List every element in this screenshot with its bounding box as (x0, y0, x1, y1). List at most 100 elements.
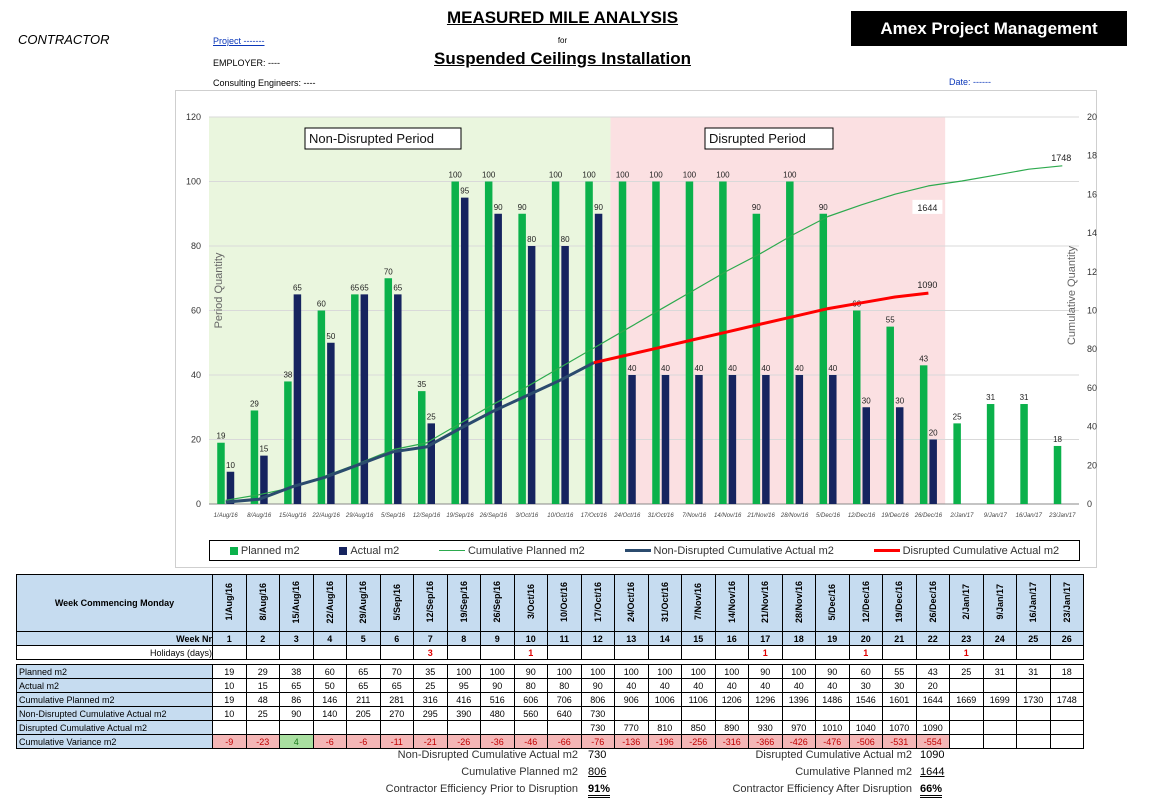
table-cell: 390 (446, 706, 481, 721)
table-cell: -136 (614, 734, 649, 749)
data-label-actual: 20 (929, 429, 938, 438)
table-cell: 1546 (848, 692, 883, 707)
holidays-cell (647, 645, 682, 660)
data-label-actual: 95 (460, 187, 469, 196)
table-cell: 18 (1049, 664, 1084, 679)
data-label-planned: 31 (986, 393, 995, 402)
x-axis-tick-label: 5/Dec/16 (816, 513, 841, 519)
bar-actual (494, 213, 502, 504)
x-axis-tick-label: 31/Oct/16 (648, 513, 675, 519)
x-axis-tick-label: 26/Sep/16 (479, 513, 508, 519)
week-number-cell: 9 (480, 631, 515, 646)
bar-planned (719, 181, 727, 504)
week-date-header: 19/Dec/16 (882, 574, 917, 632)
week-number-cell: 4 (312, 631, 347, 646)
data-label-planned: 70 (384, 267, 393, 276)
table-cell: 1070 (882, 720, 917, 735)
week-number-cell: 16 (714, 631, 749, 646)
bar-planned (685, 181, 694, 504)
week-date-label: 24/Oct/16 (626, 581, 637, 623)
bar-actual (460, 197, 469, 504)
table-cell (1049, 678, 1084, 693)
bar-actual (226, 471, 235, 504)
bar-planned (1020, 404, 1028, 504)
data-label-planned: 90 (518, 203, 527, 212)
date-label: Date: ------ (949, 77, 991, 87)
holidays-cell (547, 645, 582, 660)
week-number-cell: 7 (413, 631, 448, 646)
table-cell: 205 (346, 706, 381, 721)
week-date-label: 19/Dec/16 (894, 581, 905, 623)
bar-actual (394, 294, 402, 504)
week-date-label: 12/Dec/16 (860, 581, 871, 623)
table-cell (949, 720, 984, 735)
holidays-cell: 1 (848, 645, 883, 660)
table-cell: 146 (312, 692, 347, 707)
table-cell: -6 (346, 734, 381, 749)
bar-actual (762, 375, 770, 504)
week-number-cell: 25 (1016, 631, 1051, 646)
bar-planned (652, 181, 660, 504)
right-axis-tick-label: 1000 (1087, 306, 1097, 316)
table-cell: 810 (647, 720, 682, 735)
week-date-header: 31/Oct/16 (647, 574, 682, 632)
table-cell: 1090 (915, 720, 950, 735)
table-cell: 60 (848, 664, 883, 679)
table-cell: -66 (547, 734, 582, 749)
data-label-actual: 15 (259, 445, 268, 454)
bar-planned (953, 423, 961, 504)
bar-actual (929, 439, 937, 504)
table-cell (1049, 706, 1084, 721)
week-date-label: 29/Aug/16 (358, 580, 369, 624)
chart-legend: Planned m2 Actual m2 Cumulative Planned … (209, 540, 1080, 561)
holidays-cell (312, 645, 347, 660)
right-axis-title: Cumulative Quantity (1066, 245, 1078, 345)
x-axis-tick-label: 3/Oct/16 (516, 513, 539, 519)
project-link[interactable]: Project ------- (213, 36, 265, 46)
bar-actual (795, 375, 804, 504)
bar-actual (661, 375, 670, 504)
table-cell (681, 706, 716, 721)
measured-mile-chart: 0204060801001200200400600800100012001400… (186, 112, 1097, 519)
table-cell (1016, 706, 1051, 721)
company-banner: Amex Project Management (851, 11, 1127, 46)
table-cell (614, 706, 649, 721)
table-cell: 906 (614, 692, 649, 707)
summary-right-value-3: 66% (920, 783, 943, 798)
x-axis-tick-label: 15/Aug/16 (279, 513, 307, 519)
x-axis-tick-label: 24/Oct/16 (613, 513, 641, 519)
week-date-header: 26/Sep/16 (480, 574, 515, 632)
bar-actual (293, 294, 302, 504)
table-cell: -531 (882, 734, 917, 749)
legend-disrupted-line (873, 549, 900, 552)
data-label-actual: 50 (326, 332, 335, 341)
data-label-actual: 40 (795, 364, 804, 373)
table-cell: 730 (580, 720, 615, 735)
table-cell: 806 (580, 692, 615, 707)
x-axis-tick-label: 12/Dec/16 (848, 513, 876, 519)
week-date-label: 8/Aug/16 (257, 583, 268, 621)
bar-actual (327, 342, 335, 504)
table-cell: 90 (513, 664, 548, 679)
bar-actual (862, 407, 870, 504)
legend-actual-swatch (339, 546, 348, 555)
table-cell (949, 734, 984, 749)
table-cell: 55 (882, 664, 917, 679)
bar-planned (250, 410, 259, 504)
holidays-cell (580, 645, 615, 660)
summary-right-label-3: Contractor Efficiency After Disruption (732, 783, 912, 795)
table-cell: 1486 (815, 692, 850, 707)
data-label-actual: 90 (494, 203, 503, 212)
x-axis-tick-label: 1/Aug/16 (214, 513, 239, 519)
week-date-label: 12/Sep/16 (425, 581, 436, 623)
week-date-header: 26/Dec/16 (915, 574, 950, 632)
table-cell (748, 706, 783, 721)
bar-planned (451, 181, 459, 504)
bar-planned (284, 381, 292, 504)
week-number-row: Week Nr 1 2 3 4 5 6 7 8 9 10 11 12 13 14 15 16 17 18 19 20 21… (16, 631, 1084, 646)
table-cell: 19 (212, 692, 247, 707)
region-label-box (704, 127, 834, 150)
table-cell (1016, 720, 1051, 735)
x-axis-tick-label: 19/Sep/16 (446, 513, 474, 519)
week-date-header: 14/Nov/16 (714, 574, 749, 632)
